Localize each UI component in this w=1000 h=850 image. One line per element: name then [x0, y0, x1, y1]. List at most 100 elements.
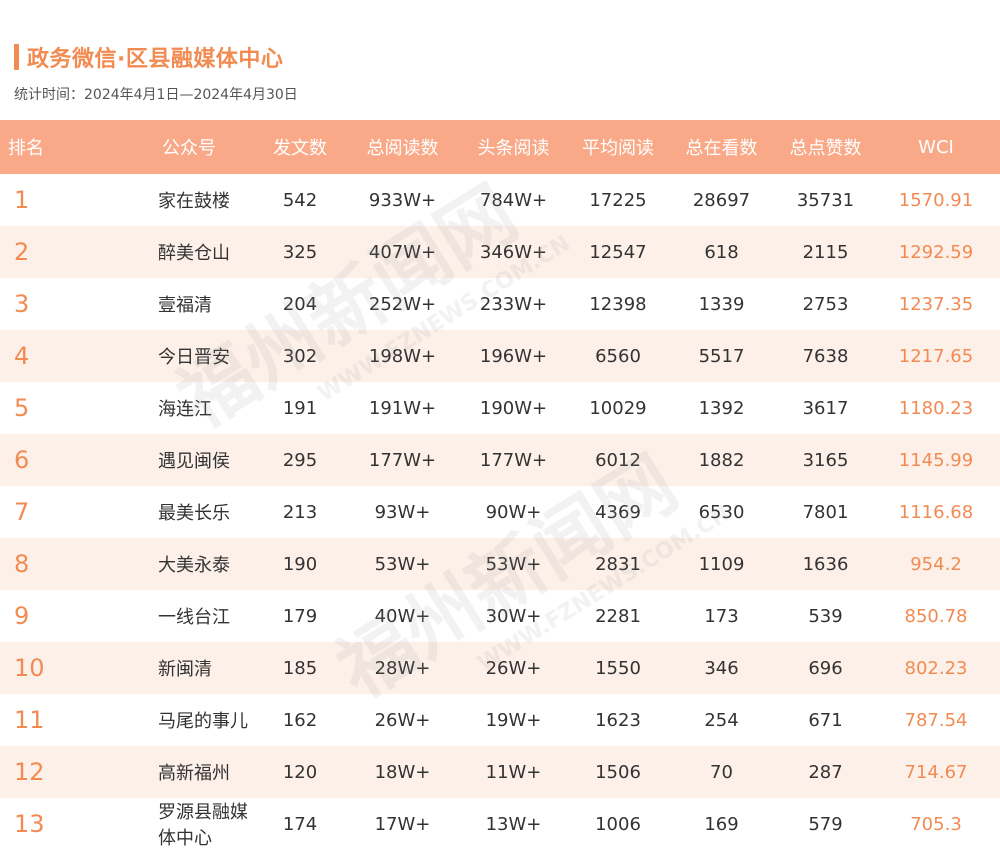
likes-cell: 3617 [779, 382, 872, 434]
table-row: 2 醉美仓山 325 407W+ 346W+ 12547 618 2115 1292.59 [0, 226, 1000, 278]
table-row: 9 一线台江 179 40W+ 30W+ 2281 173 539 850.78 [0, 590, 1000, 642]
posts-cell: 542 [250, 174, 350, 226]
headline-reads-cell: 190W+ [455, 382, 572, 434]
table-row: 6 遇见闽侯 295 177W+ 177W+ 6012 1882 3165 1145.99 [0, 434, 1000, 486]
posts-cell: 174 [250, 798, 350, 850]
rank-cell: 11 [0, 694, 70, 746]
account-name-cell: 今日晋安 [70, 330, 250, 382]
likes-cell: 2115 [779, 226, 872, 278]
headline-reads-cell: 19W+ [455, 694, 572, 746]
total-reads-cell: 53W+ [350, 538, 455, 590]
table-header-row: 排名 公众号 发文数 总阅读数 头条阅读 平均阅读 总在看数 总点赞数 WCI [0, 120, 1000, 174]
account-name-cell: 海连江 [70, 382, 250, 434]
rank-cell: 2 [0, 226, 70, 278]
table-row: 12 高新福州 120 18W+ 11W+ 1506 70 287 714.67 [0, 746, 1000, 798]
account-name-cell: 一线台江 [70, 590, 250, 642]
account-name-cell: 高新福州 [70, 746, 250, 798]
watching-cell: 618 [664, 226, 779, 278]
likes-cell: 1636 [779, 538, 872, 590]
watching-cell: 169 [664, 798, 779, 850]
total-reads-cell: 40W+ [350, 590, 455, 642]
wci-cell: 787.54 [872, 694, 1000, 746]
headline-reads-cell: 30W+ [455, 590, 572, 642]
table-row: 10 新闽清 185 28W+ 26W+ 1550 346 696 802.23 [0, 642, 1000, 694]
total-reads-cell: 18W+ [350, 746, 455, 798]
wci-cell: 1237.35 [872, 278, 1000, 330]
posts-cell: 325 [250, 226, 350, 278]
headline-reads-cell: 26W+ [455, 642, 572, 694]
table-row: 5 海连江 191 191W+ 190W+ 10029 1392 3617 1180.23 [0, 382, 1000, 434]
total-reads-cell: 177W+ [350, 434, 455, 486]
posts-cell: 162 [250, 694, 350, 746]
table-row: 11 马尾的事儿 162 26W+ 19W+ 1623 254 671 787.54 [0, 694, 1000, 746]
avg-reads-cell: 12547 [572, 226, 664, 278]
wci-cell: 1570.91 [872, 174, 1000, 226]
wci-cell: 1292.59 [872, 226, 1000, 278]
table-row: 13 罗源县融媒体中心 174 17W+ 13W+ 1006 169 579 705.3 [0, 798, 1000, 850]
stat-period: 统计时间：2024年4月1日—2024年4月30日 [14, 87, 298, 103]
total-reads-cell: 407W+ [350, 226, 455, 278]
watching-cell: 173 [664, 590, 779, 642]
posts-cell: 213 [250, 486, 350, 538]
rank-cell: 9 [0, 590, 70, 642]
col-header-wci: WCI [872, 120, 1000, 174]
watching-cell: 6530 [664, 486, 779, 538]
account-name-cell: 醉美仓山 [70, 226, 250, 278]
account-name-cell: 新闽清 [70, 642, 250, 694]
likes-cell: 696 [779, 642, 872, 694]
rank-cell: 13 [0, 798, 70, 850]
table-row: 7 最美长乐 213 93W+ 90W+ 4369 6530 7801 1116.68 [0, 486, 1000, 538]
table-row: 4 今日晋安 302 198W+ 196W+ 6560 5517 7638 1217.65 [0, 330, 1000, 382]
likes-cell: 539 [779, 590, 872, 642]
wci-cell: 954.2 [872, 538, 1000, 590]
rank-cell: 7 [0, 486, 70, 538]
watching-cell: 1392 [664, 382, 779, 434]
likes-cell: 671 [779, 694, 872, 746]
col-header-posts: 发文数 [250, 120, 350, 174]
total-reads-cell: 252W+ [350, 278, 455, 330]
avg-reads-cell: 1506 [572, 746, 664, 798]
total-reads-cell: 191W+ [350, 382, 455, 434]
watching-cell: 1109 [664, 538, 779, 590]
col-header-rank: 排名 [0, 120, 70, 174]
posts-cell: 190 [250, 538, 350, 590]
headline-reads-cell: 53W+ [455, 538, 572, 590]
watching-cell: 1882 [664, 434, 779, 486]
account-name-cell: 罗源县融媒体中心 [70, 798, 250, 850]
col-header-headline-reads: 头条阅读 [455, 120, 572, 174]
posts-cell: 295 [250, 434, 350, 486]
avg-reads-cell: 4369 [572, 486, 664, 538]
watching-cell: 5517 [664, 330, 779, 382]
wci-cell: 1116.68 [872, 486, 1000, 538]
avg-reads-cell: 1006 [572, 798, 664, 850]
table-row: 3 壹福清 204 252W+ 233W+ 12398 1339 2753 1237.35 [0, 278, 1000, 330]
avg-reads-cell: 10029 [572, 382, 664, 434]
col-header-avg-reads: 平均阅读 [572, 120, 664, 174]
wci-cell: 850.78 [872, 590, 1000, 642]
likes-cell: 35731 [779, 174, 872, 226]
posts-cell: 191 [250, 382, 350, 434]
table-row: 8 大美永泰 190 53W+ 53W+ 2831 1109 1636 954.2 [0, 538, 1000, 590]
headline-reads-cell: 177W+ [455, 434, 572, 486]
avg-reads-cell: 2831 [572, 538, 664, 590]
posts-cell: 179 [250, 590, 350, 642]
account-name-cell: 家在鼓楼 [70, 174, 250, 226]
rank-cell: 3 [0, 278, 70, 330]
total-reads-cell: 198W+ [350, 330, 455, 382]
watching-cell: 28697 [664, 174, 779, 226]
rank-cell: 5 [0, 382, 70, 434]
avg-reads-cell: 12398 [572, 278, 664, 330]
likes-cell: 579 [779, 798, 872, 850]
total-reads-cell: 93W+ [350, 486, 455, 538]
avg-reads-cell: 6560 [572, 330, 664, 382]
wci-cell: 1217.65 [872, 330, 1000, 382]
avg-reads-cell: 1550 [572, 642, 664, 694]
total-reads-cell: 17W+ [350, 798, 455, 850]
likes-cell: 287 [779, 746, 872, 798]
rank-cell: 1 [0, 174, 70, 226]
account-name-cell: 最美长乐 [70, 486, 250, 538]
rank-cell: 4 [0, 330, 70, 382]
headline-reads-cell: 196W+ [455, 330, 572, 382]
page-title: 政务微信·区县融媒体中心 [27, 47, 284, 72]
title-block: 政务微信·区县融媒体中心 [14, 40, 283, 74]
